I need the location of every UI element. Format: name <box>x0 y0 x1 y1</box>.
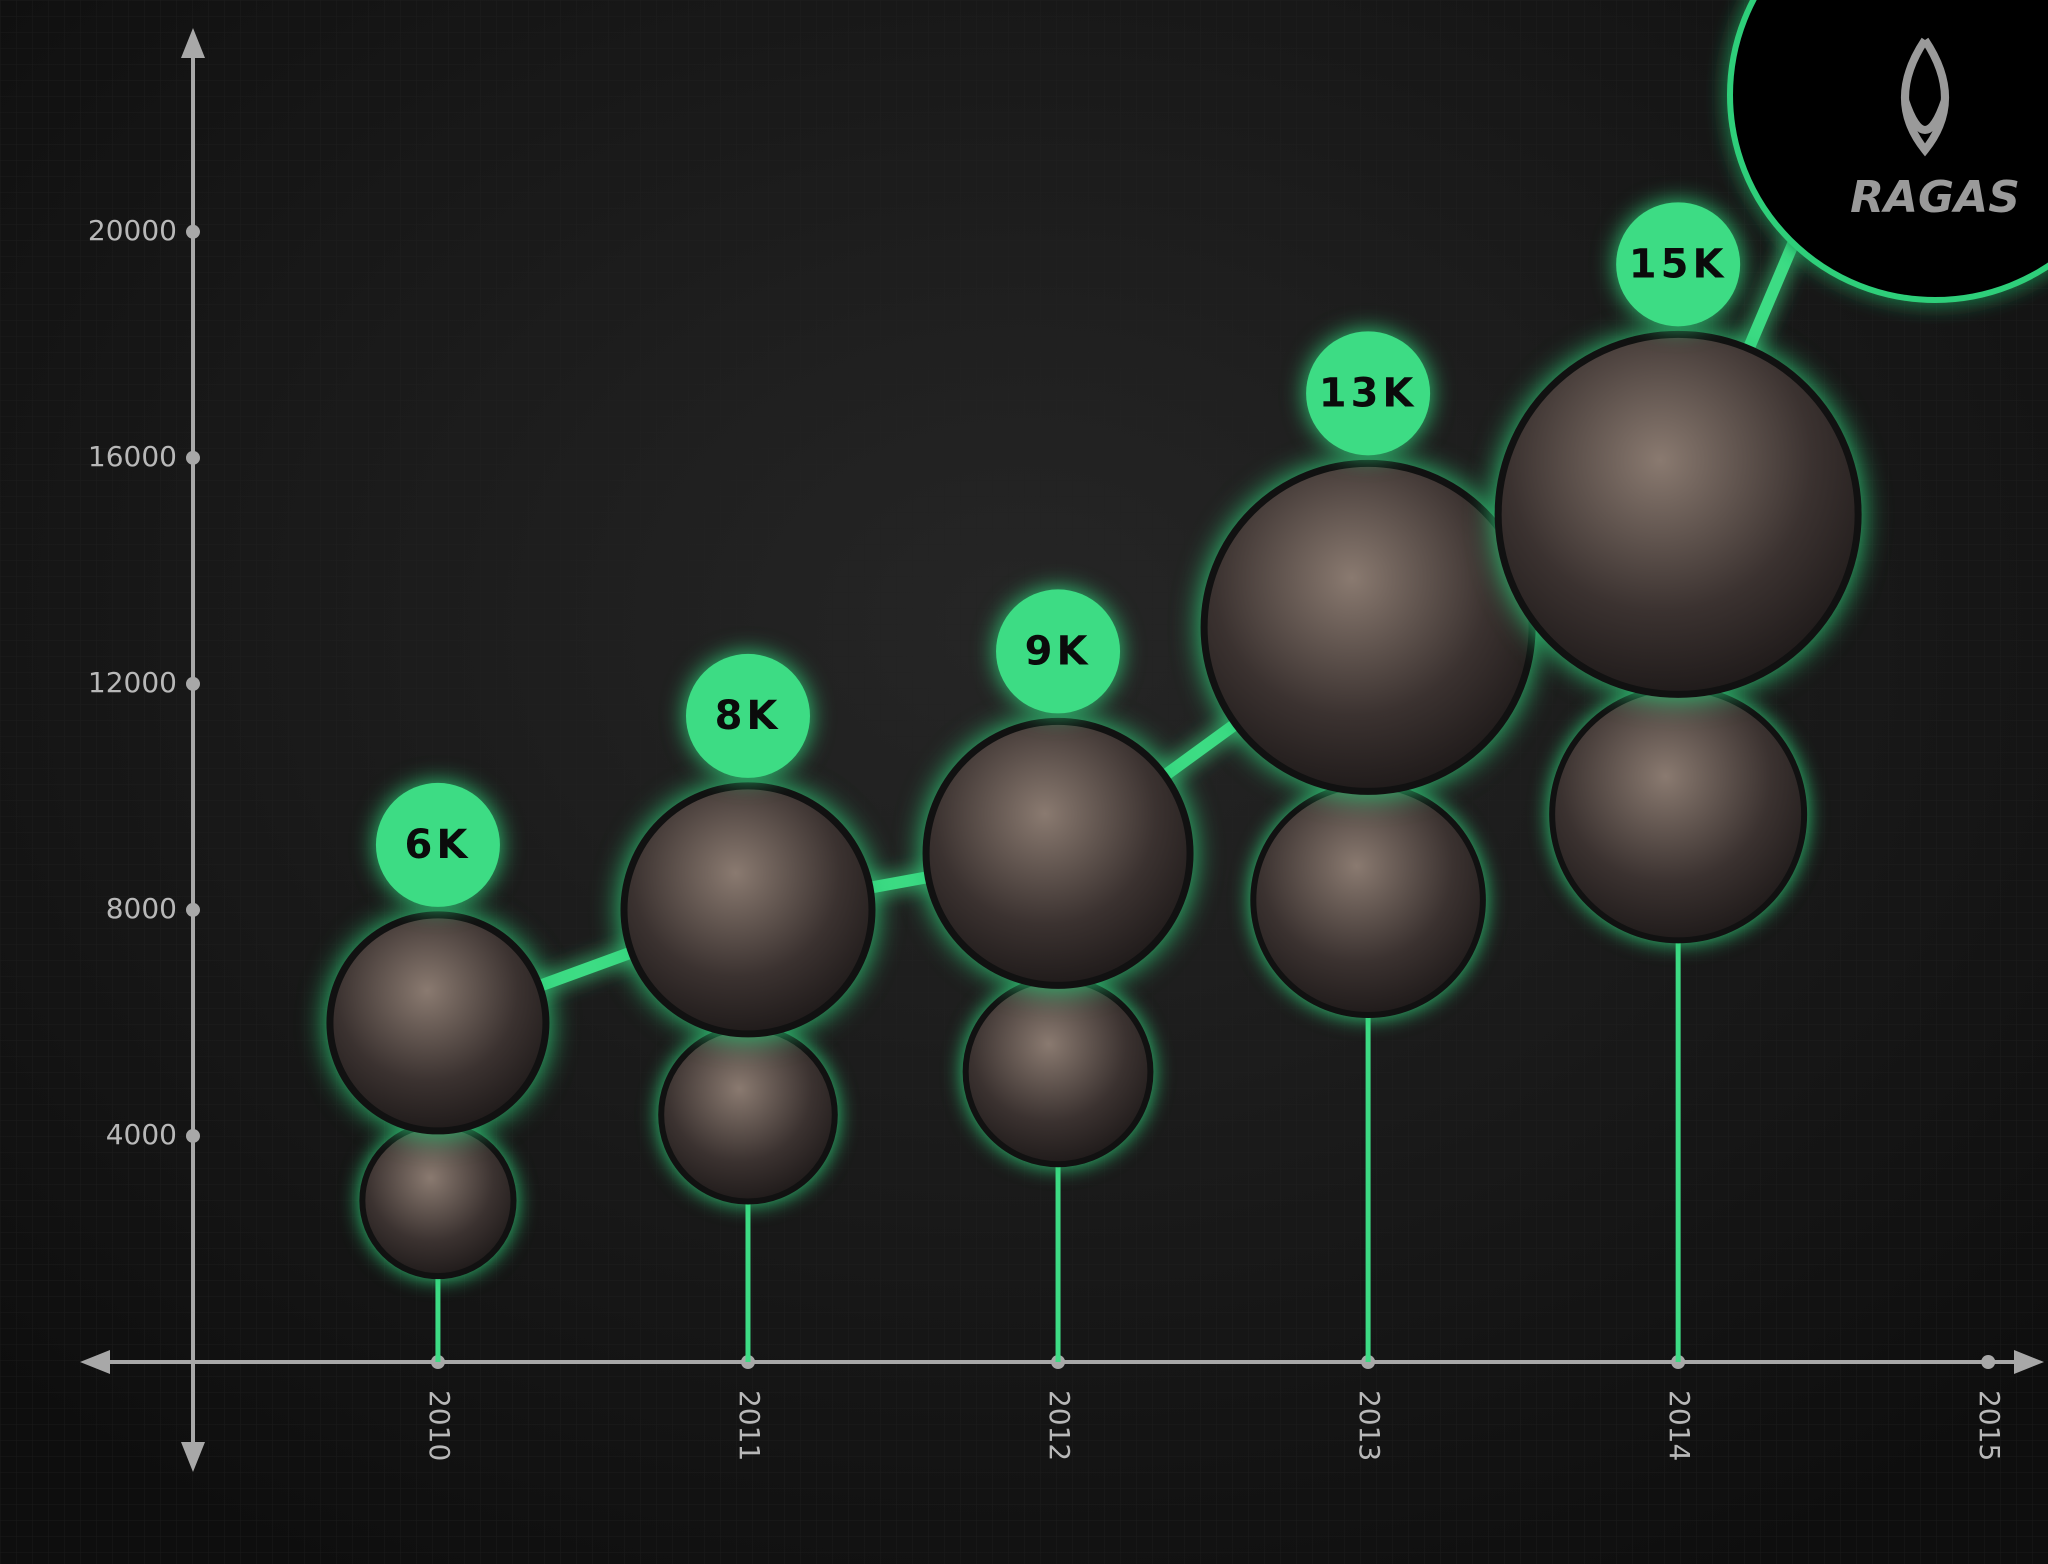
x-tick-label: 2013 <box>1353 1390 1386 1461</box>
bubble <box>326 911 550 1135</box>
value-badge <box>1306 331 1431 456</box>
x-tick-mark <box>1981 1355 1996 1369</box>
photo-small <box>658 1024 838 1205</box>
x-tick-label: 2015 <box>1973 1390 2006 1461</box>
y-tick-label: 20000 <box>88 214 177 247</box>
y-tick-mark <box>186 450 200 465</box>
x-tick-label: 2011 <box>733 1390 766 1461</box>
value-label: 13K <box>1319 370 1418 416</box>
value-badge <box>1616 202 1741 327</box>
bubble <box>620 782 876 1038</box>
y-tick-label: 16000 <box>88 440 177 473</box>
photo-small <box>1250 782 1486 1018</box>
x-tick-label: 2010 <box>423 1390 456 1461</box>
y-tick-label: 12000 <box>88 666 177 699</box>
value-label: 8K <box>715 693 782 739</box>
y-tick-mark <box>186 224 200 239</box>
photo-small <box>962 976 1154 1168</box>
value-badge <box>685 653 810 778</box>
y-tick-label: 8000 <box>106 892 177 925</box>
value-label: 9K <box>1025 628 1092 674</box>
y-tick-label: 4000 <box>106 1118 177 1151</box>
bubble <box>922 717 1194 989</box>
value-label: 6K <box>405 822 472 868</box>
photo-small <box>1549 685 1808 944</box>
x-tick-label: 2014 <box>1663 1390 1696 1461</box>
bubble <box>1494 330 1862 698</box>
value-badge <box>375 782 500 907</box>
y-tick-mark <box>186 1128 200 1143</box>
value-badge <box>996 589 1121 714</box>
value-label: 15K <box>1629 241 1728 287</box>
y-tick-mark <box>186 676 200 691</box>
logo: RAGAS <box>1727 0 2048 303</box>
logo-text: RAGAS <box>1850 172 2020 223</box>
y-tick-mark <box>186 902 200 917</box>
photo-small <box>359 1121 517 1280</box>
bubble <box>1200 459 1536 795</box>
x-tick-label: 2012 <box>1043 1390 1076 1461</box>
